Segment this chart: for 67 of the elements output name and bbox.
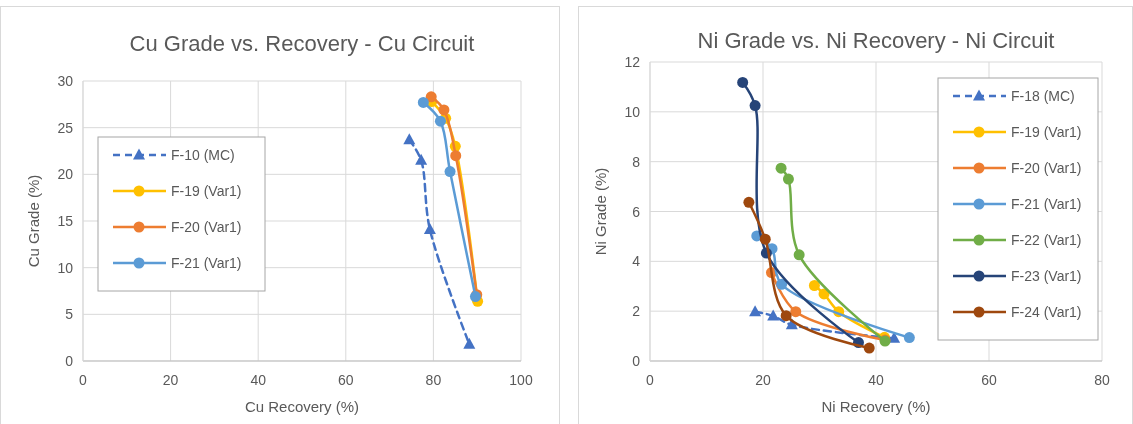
y-tick-label: 20 (57, 166, 74, 183)
point (403, 133, 416, 145)
point (438, 104, 450, 116)
y-tick-label: 4 (632, 253, 641, 270)
x-tick-label: 20 (162, 372, 179, 388)
y-tick-label: 15 (57, 213, 74, 229)
y-tick-label: 8 (632, 153, 641, 170)
y-axis-title: Ni Grade (%) (592, 167, 609, 256)
legend-label: F-22 (Var1) (1011, 232, 1082, 248)
point (423, 222, 436, 234)
point (790, 306, 802, 318)
x-tick-label: 100 (509, 372, 533, 388)
chart-title: Ni Grade vs. Ni Recovery - Ni Circuit (697, 28, 1055, 53)
y-tick-label: 6 (632, 203, 641, 220)
point (863, 342, 875, 354)
point (434, 115, 446, 127)
point (425, 91, 437, 103)
y-tick-label: 5 (65, 306, 74, 323)
point (463, 337, 476, 349)
legend-label: F-19 (Var1) (1011, 124, 1082, 140)
y-tick-label: 2 (632, 303, 641, 320)
point (767, 309, 780, 321)
legend-label: F-24 (Var1) (1011, 304, 1082, 320)
legend-label: F-19 (Var1) (171, 183, 242, 199)
y-tick-label: 12 (624, 54, 641, 70)
point (749, 100, 761, 112)
point (808, 280, 820, 291)
legend-label: F-20 (Var1) (171, 219, 242, 235)
point (749, 305, 762, 317)
x-axis-title: Cu Recovery (%) (244, 398, 360, 415)
x-tick-label: 0 (646, 372, 655, 388)
point (782, 173, 794, 185)
y-tick-label: 10 (624, 103, 641, 120)
x-tick-label: 40 (868, 372, 884, 388)
point (775, 162, 787, 174)
x-tick-label: 80 (425, 372, 442, 388)
point (417, 96, 429, 108)
point (759, 233, 771, 245)
y-tick-label: 0 (632, 353, 641, 369)
point (450, 150, 462, 162)
point (776, 278, 788, 290)
point (737, 76, 749, 88)
x-tick-label: 60 (338, 372, 354, 388)
legend-label: F-20 (Var1) (1011, 160, 1082, 176)
x-tick-label: 60 (981, 372, 997, 388)
legend-label: F-23 (Var1) (1011, 268, 1082, 284)
legend-label: F-10 (MC) (171, 147, 235, 163)
x-axis-title: Ni Recovery (%) (821, 398, 931, 415)
y-tick-label: 25 (57, 119, 74, 136)
legend-label: F-18 (MC) (1011, 88, 1075, 104)
point (444, 166, 456, 178)
y-axis-title: Cu Grade (%) (25, 174, 42, 268)
y-tick-label: 30 (57, 73, 74, 89)
point (793, 249, 805, 261)
point (743, 196, 755, 208)
point (780, 310, 792, 322)
y-tick-label: 10 (57, 259, 74, 276)
y-tick-label: 0 (65, 353, 74, 369)
point (415, 153, 428, 165)
chart-title: Cu Grade vs. Recovery - Cu Circuit (129, 31, 475, 56)
x-tick-label: 20 (755, 372, 771, 388)
point (903, 332, 915, 344)
x-tick-label: 40 (250, 372, 267, 388)
legend-label: F-21 (Var1) (171, 255, 242, 271)
legend-label: F-21 (Var1) (1011, 196, 1082, 212)
x-tick-label: 80 (1094, 372, 1110, 388)
x-tick-label: 0 (79, 372, 88, 388)
